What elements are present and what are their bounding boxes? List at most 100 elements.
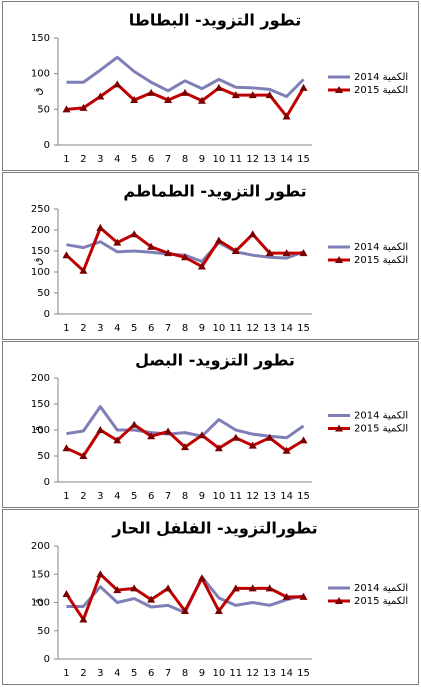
x-tick-label: 15	[297, 491, 310, 502]
data-point	[164, 249, 173, 257]
data-point	[62, 590, 71, 598]
data-point	[130, 230, 139, 238]
x-tick-label: 12	[246, 154, 259, 165]
data-point	[130, 420, 139, 428]
data-point	[214, 83, 223, 91]
x-tick-label: 5	[131, 323, 137, 334]
x-tick-label: 4	[114, 491, 120, 502]
legend-marker	[335, 597, 343, 604]
data-point	[62, 444, 71, 452]
chart-title: تطور التزويد- البطاطا	[129, 11, 301, 30]
legend-marker	[335, 86, 343, 93]
x-tick-label: 6	[148, 154, 154, 165]
data-point	[79, 615, 88, 623]
data-point	[197, 574, 206, 582]
series-line	[66, 405, 305, 440]
data-point	[130, 584, 139, 592]
x-tick-label: 10	[212, 668, 225, 679]
legend-label: الكمية 2014	[354, 72, 408, 83]
x-tick-label: 10	[212, 154, 225, 165]
y-tick-label: 100	[31, 267, 50, 278]
x-tick-label: 1	[63, 668, 69, 679]
data-point	[147, 88, 156, 96]
x-tick-label: 5	[131, 668, 137, 679]
data-point	[96, 426, 105, 433]
data-point	[164, 427, 173, 435]
x-tick-label: 15	[297, 154, 310, 165]
data-point	[113, 586, 122, 594]
data-point	[113, 436, 122, 444]
x-tick-label: 3	[97, 323, 103, 334]
data-point	[96, 570, 105, 578]
legend-label: الكمية 2015	[354, 424, 408, 435]
chart-title: تطور التزويد- البصل	[135, 351, 295, 370]
x-tick-label: 9	[199, 491, 205, 502]
x-tick-label: 4	[114, 668, 120, 679]
x-tick-label: 13	[263, 154, 276, 165]
x-tick-label: 8	[182, 154, 188, 165]
data-point	[282, 446, 291, 454]
x-tick-label: 10	[212, 323, 225, 334]
data-point	[130, 96, 139, 104]
data-point	[231, 247, 240, 254]
data-point	[248, 584, 257, 592]
data-point	[248, 91, 257, 99]
data-point	[181, 443, 189, 451]
data-point	[197, 96, 206, 104]
y-tick-label: 200	[31, 373, 50, 384]
x-tick-label: 15	[297, 668, 310, 679]
x-tick-label: 2	[80, 154, 86, 165]
data-point	[181, 606, 189, 614]
data-point	[147, 595, 156, 603]
x-tick-label: 6	[148, 323, 154, 334]
y-tick-label: 100	[31, 69, 50, 80]
x-tick-label: 8	[182, 491, 188, 502]
y-tick-label: 100	[31, 425, 50, 436]
data-point	[248, 441, 257, 449]
x-tick-label: 9	[199, 323, 205, 334]
series-line	[66, 55, 305, 98]
x-tick-label: 2	[80, 323, 86, 334]
x-tick-label: 8	[182, 668, 188, 679]
y-axis-label: ق	[33, 599, 44, 607]
data-point	[214, 606, 223, 614]
panel	[2, 1, 419, 171]
data-point	[265, 584, 274, 592]
x-tick-label: 9	[199, 668, 205, 679]
x-tick-label: 12	[246, 323, 259, 334]
panel	[2, 341, 419, 508]
y-tick-label: 250	[31, 204, 50, 215]
y-tick-label: 50	[37, 288, 50, 299]
x-tick-label: 13	[263, 491, 276, 502]
x-tick-label: 7	[165, 323, 171, 334]
y-tick-label: 200	[31, 225, 50, 236]
legend-label: الكمية 2015	[354, 85, 408, 96]
x-tick-label: 11	[229, 323, 242, 334]
data-point	[299, 436, 308, 444]
data-point	[62, 105, 71, 113]
x-tick-label: 8	[182, 323, 188, 334]
y-axis-label: ق	[33, 88, 44, 96]
x-tick-label: 10	[212, 491, 225, 502]
chart-title: تطورالتزويد- الفلفل الحار	[111, 519, 317, 538]
data-point	[231, 584, 240, 592]
data-point	[164, 584, 173, 592]
y-axis-label: ق	[33, 426, 44, 434]
data-point	[299, 83, 308, 91]
data-point	[197, 262, 206, 270]
chart-title: تطور التزويد- الطماطم	[123, 182, 306, 201]
y-tick-label: 0	[44, 477, 50, 488]
legend-label: الكمية 2015	[354, 255, 408, 266]
data-point	[113, 80, 122, 88]
data-point	[181, 88, 189, 96]
data-point	[248, 230, 257, 238]
y-tick-label: 200	[31, 541, 50, 552]
data-point	[197, 431, 206, 439]
x-tick-label: 1	[63, 491, 69, 502]
data-point	[113, 238, 122, 246]
legend-label: الكمية 2014	[354, 411, 408, 422]
data-point	[164, 96, 173, 104]
legend-marker	[335, 424, 343, 432]
y-tick-label: 50	[37, 451, 50, 462]
y-tick-label: 50	[37, 626, 50, 637]
